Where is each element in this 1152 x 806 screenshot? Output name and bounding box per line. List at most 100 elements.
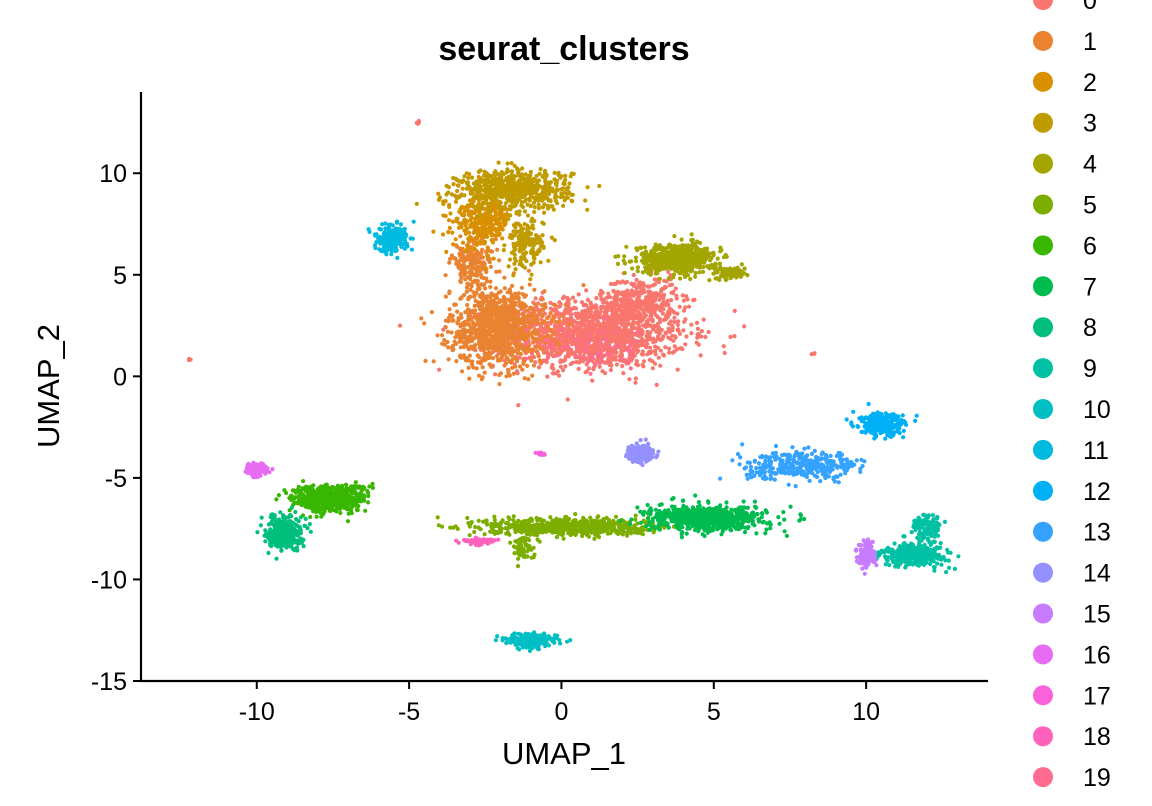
data-point — [633, 380, 638, 385]
data-point — [609, 336, 614, 341]
data-point — [492, 191, 497, 196]
data-point — [513, 295, 518, 300]
data-point — [584, 362, 589, 367]
data-point — [466, 175, 471, 181]
data-point — [498, 200, 503, 205]
data-point — [498, 176, 503, 181]
data-point — [470, 336, 475, 341]
data-point — [527, 198, 532, 203]
data-point — [475, 353, 480, 358]
data-point — [663, 301, 668, 306]
data-point — [680, 293, 685, 298]
data-point — [458, 279, 463, 285]
data-point — [551, 366, 556, 371]
data-point — [630, 266, 635, 271]
data-point — [735, 265, 740, 270]
data-point — [443, 294, 448, 299]
data-point — [455, 262, 460, 267]
data-point — [618, 297, 623, 302]
data-point — [463, 271, 468, 276]
data-point — [516, 403, 521, 408]
data-point — [516, 229, 521, 234]
data-point — [463, 277, 468, 282]
data-point — [440, 232, 446, 237]
data-point — [521, 312, 526, 317]
data-point — [474, 214, 480, 219]
data-point — [735, 270, 740, 275]
data-point — [504, 355, 509, 360]
data-point — [624, 306, 629, 311]
data-point — [450, 230, 455, 235]
data-point — [561, 314, 566, 319]
data-point — [470, 175, 475, 180]
data-point — [513, 364, 518, 369]
data-point — [650, 250, 655, 255]
data-point — [585, 297, 591, 302]
data-point — [530, 340, 536, 345]
data-point — [618, 303, 624, 308]
data-point — [679, 237, 684, 242]
data-point — [498, 522, 503, 528]
data-point — [563, 364, 568, 369]
data-point — [524, 337, 529, 342]
data-point — [488, 223, 493, 228]
data-point — [492, 341, 497, 347]
data-point — [633, 308, 639, 313]
data-point — [480, 200, 486, 205]
data-point — [536, 354, 541, 359]
data-point — [450, 313, 455, 318]
data-point — [506, 368, 511, 373]
data-point — [634, 320, 639, 325]
data-point — [529, 216, 535, 222]
data-point — [472, 246, 477, 251]
data-point — [480, 255, 485, 260]
data-point — [500, 236, 505, 241]
data-point — [574, 342, 579, 347]
data-point — [458, 312, 464, 317]
data-point — [579, 348, 584, 353]
data-point — [661, 296, 666, 301]
data-point — [661, 317, 667, 323]
data-point — [564, 317, 569, 322]
data-point — [475, 264, 481, 269]
data-point — [485, 245, 490, 250]
data-point — [686, 258, 691, 263]
data-point — [488, 284, 493, 290]
data-point — [667, 312, 672, 317]
data-point — [630, 322, 635, 327]
data-point — [596, 310, 601, 315]
data-point — [657, 297, 662, 302]
data-point — [501, 322, 506, 327]
data-point — [697, 270, 702, 275]
data-point — [564, 339, 570, 344]
data-point — [483, 339, 488, 344]
data-point — [605, 308, 610, 313]
data-point — [650, 366, 655, 371]
data-point — [622, 329, 628, 334]
data-point — [473, 205, 479, 210]
data-point — [459, 336, 464, 341]
data-point — [510, 325, 515, 330]
data-point — [632, 353, 638, 358]
data-point — [499, 170, 504, 175]
data-point — [519, 320, 524, 326]
data-point — [590, 378, 595, 383]
data-point — [653, 271, 658, 276]
data-point — [486, 354, 491, 360]
data-point — [478, 241, 483, 246]
data-point — [470, 309, 475, 314]
data-point — [606, 315, 611, 320]
data-point — [657, 276, 662, 281]
data-point — [462, 219, 467, 224]
data-point — [484, 269, 489, 275]
data-point — [466, 307, 471, 312]
data-point — [577, 330, 582, 335]
data-point — [450, 318, 455, 323]
data-point — [467, 376, 472, 381]
data-point — [481, 235, 486, 240]
data-point — [532, 355, 537, 360]
data-point — [584, 309, 589, 314]
data-point — [686, 304, 692, 309]
data-point — [557, 313, 562, 318]
data-point — [497, 269, 502, 274]
